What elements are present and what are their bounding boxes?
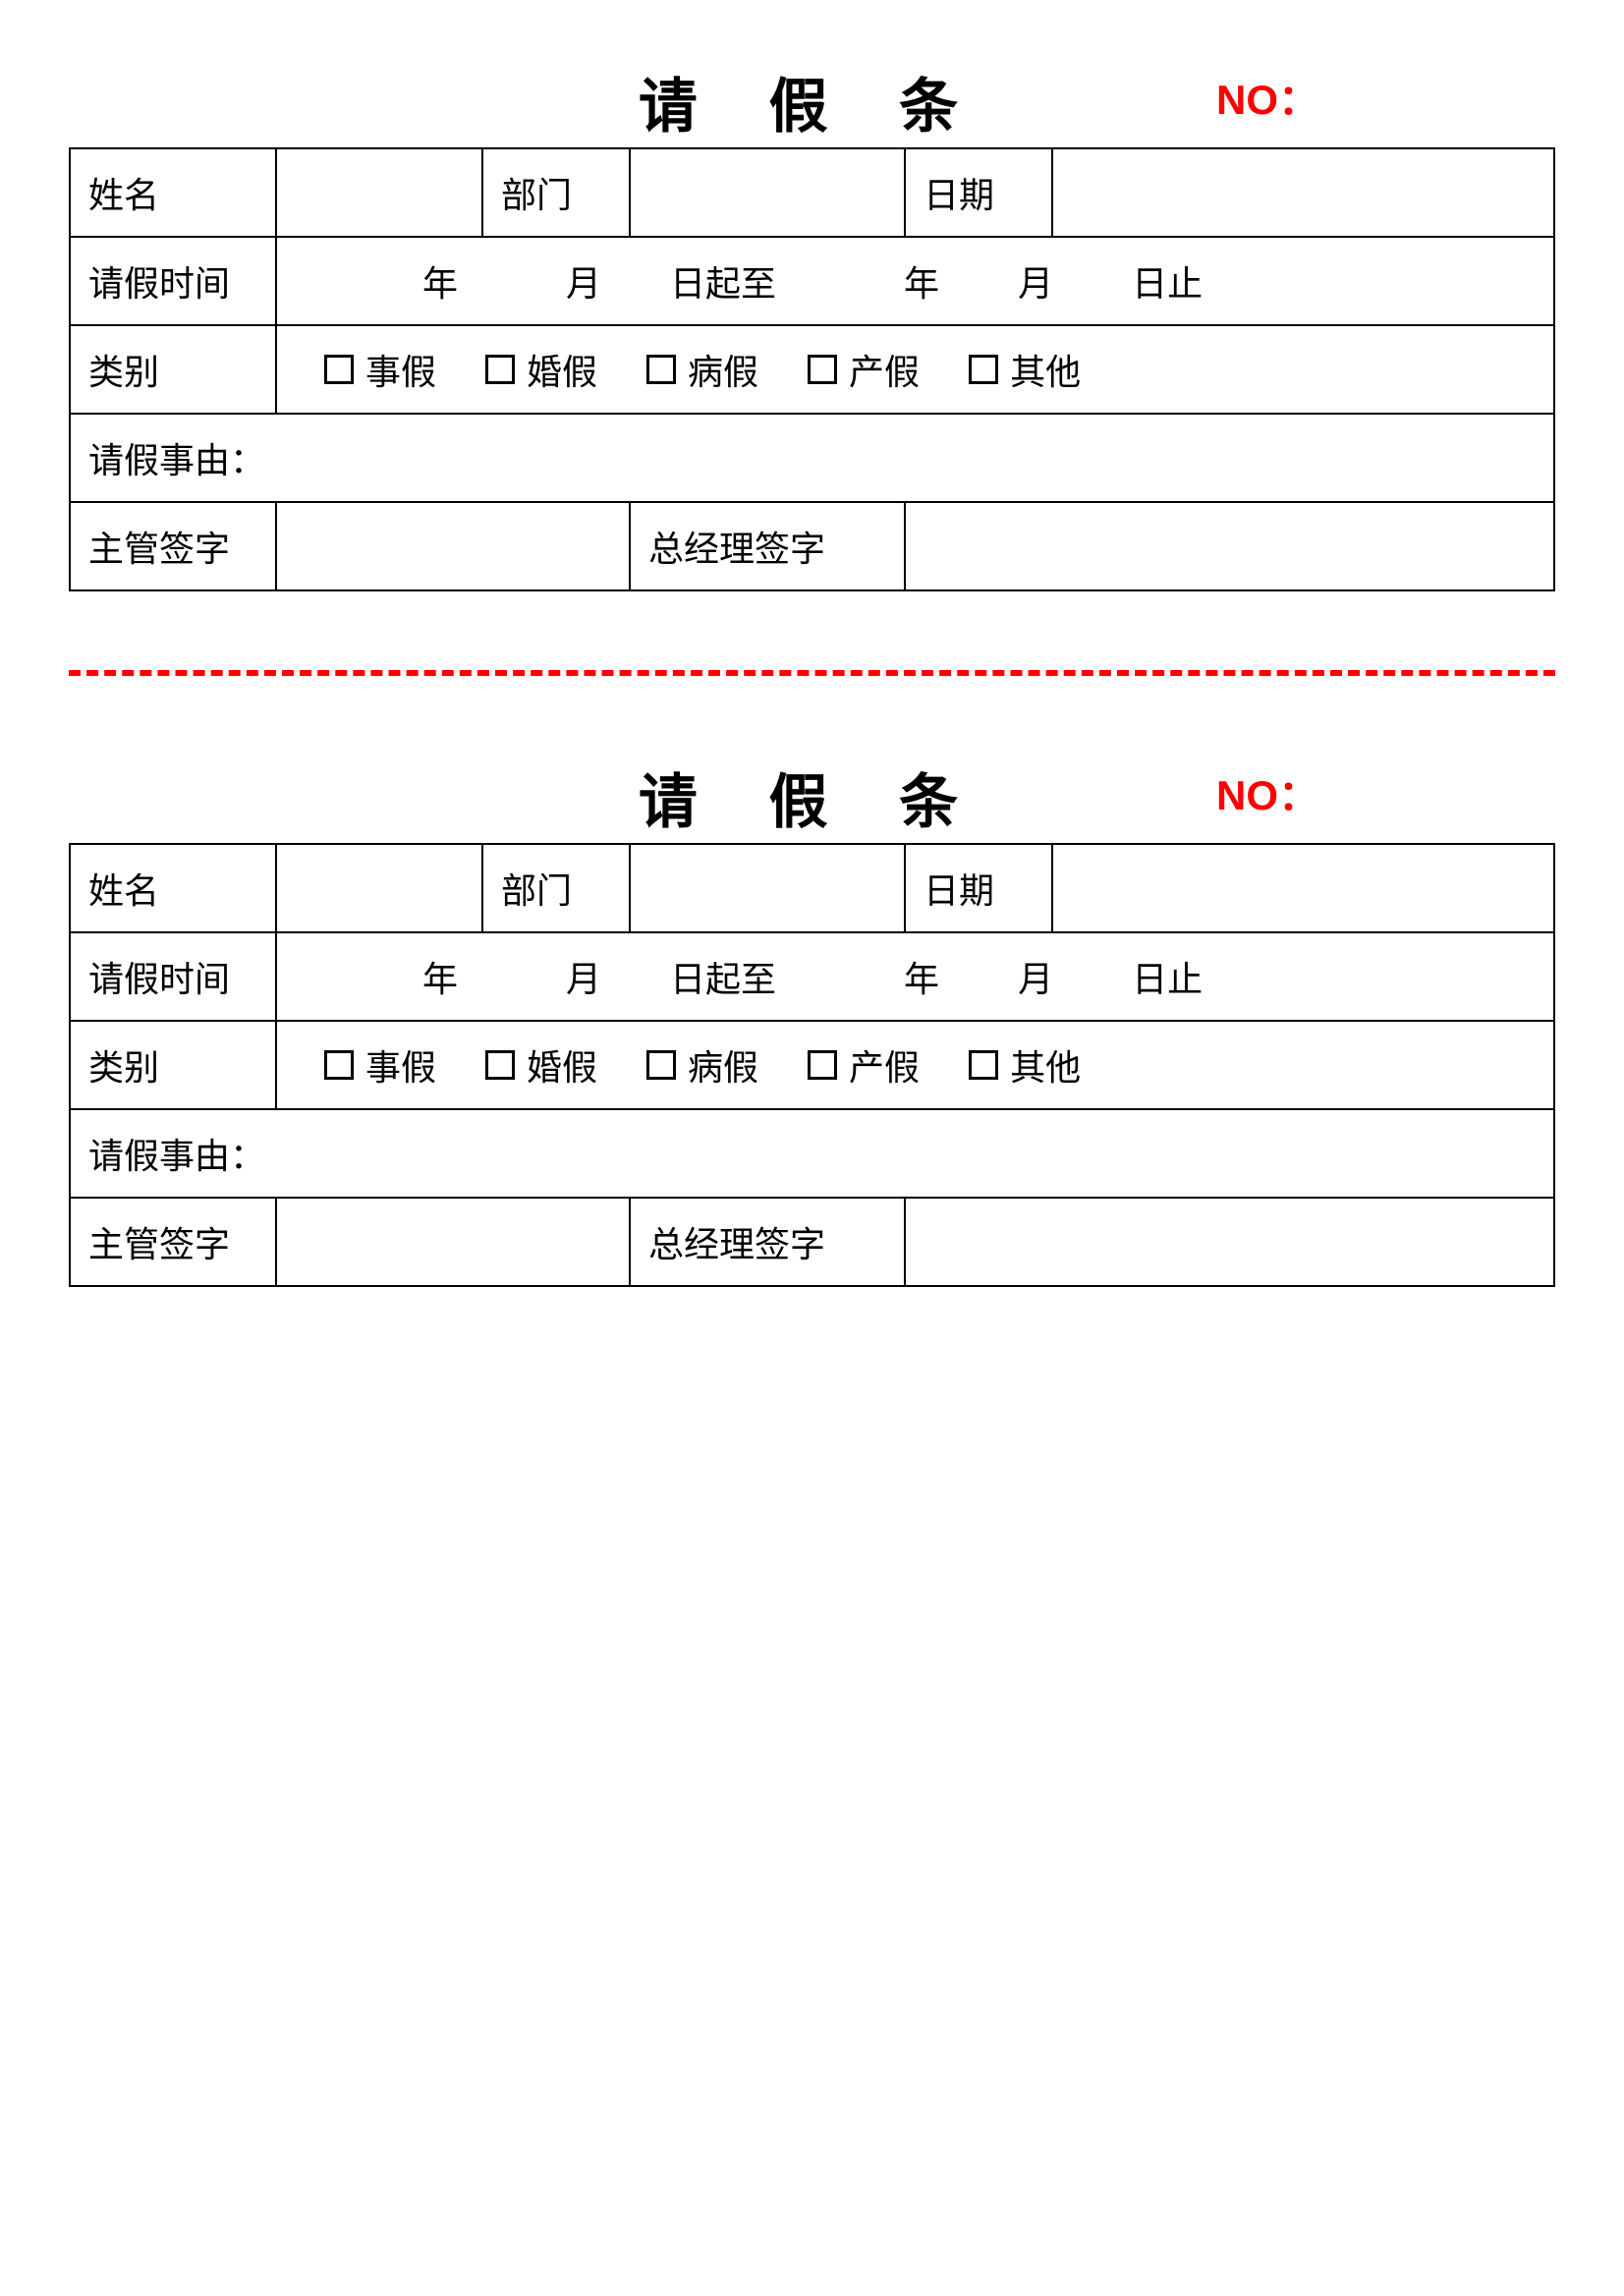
period-year2: 年: [904, 951, 939, 1002]
form-table: 姓名 部门 日期 请假时间 年 月 日起至: [69, 147, 1555, 591]
label-supervisor: 主管签字: [70, 1198, 276, 1286]
cat-option-3[interactable]: 产假: [808, 1039, 920, 1091]
checkbox-icon: [324, 1050, 354, 1080]
checkbox-icon: [808, 1050, 837, 1080]
label-date: 日期: [905, 148, 1052, 237]
checkbox-icon: [646, 355, 676, 384]
field-category: 事假 婚假 病假 产假 其他: [276, 1021, 1554, 1109]
no-label: NO：: [1216, 762, 1319, 822]
label-period: 请假时间: [70, 932, 276, 1021]
field-reason[interactable]: 请假事由：: [70, 414, 1554, 502]
period-month2: 月: [1018, 951, 1053, 1002]
cat-option-4[interactable]: 其他: [969, 1039, 1081, 1091]
leave-form-1: 请 假 条 NO： 姓名 部门 日期 请假时间 年: [69, 59, 1555, 591]
field-supervisor[interactable]: [276, 1198, 630, 1286]
cat-option-1[interactable]: 婚假: [485, 344, 597, 395]
cat-option-2[interactable]: 病假: [646, 344, 758, 395]
label-dept: 部门: [482, 844, 630, 932]
period-dayto: 日止: [1132, 255, 1203, 307]
form-title: 请 假 条: [639, 755, 985, 840]
label-dept: 部门: [482, 148, 630, 237]
label-gm: 总经理签字: [630, 502, 905, 590]
checkbox-icon: [485, 1050, 515, 1080]
period-month2: 月: [1018, 255, 1053, 307]
period-month1: 月: [566, 951, 601, 1002]
title-row: 请 假 条 NO：: [69, 755, 1555, 823]
field-category: 事假 婚假 病假 产假 其他: [276, 325, 1554, 414]
period-year1: 年: [422, 255, 458, 307]
label-reason: 请假事由：: [88, 1136, 265, 1176]
cat-option-1[interactable]: 婚假: [485, 1039, 597, 1091]
field-period[interactable]: 年 月 日起至 年 月 日止: [276, 237, 1554, 325]
cat-option-0[interactable]: 事假: [324, 1039, 436, 1091]
cat-option-3[interactable]: 产假: [808, 344, 920, 395]
perforation-divider: [69, 670, 1555, 676]
field-name[interactable]: [276, 844, 482, 932]
checkbox-icon: [969, 1050, 998, 1080]
field-gm[interactable]: [905, 1198, 1554, 1286]
no-label: NO：: [1216, 67, 1319, 127]
field-reason[interactable]: 请假事由：: [70, 1109, 1554, 1198]
cat-option-0[interactable]: 事假: [324, 344, 436, 395]
field-name[interactable]: [276, 148, 482, 237]
label-category: 类别: [70, 1021, 276, 1109]
form-table: 姓名 部门 日期 请假时间 年 月 日起至: [69, 843, 1555, 1287]
field-period[interactable]: 年 月 日起至 年 月 日止: [276, 932, 1554, 1021]
cat-option-2[interactable]: 病假: [646, 1039, 758, 1091]
label-name: 姓名: [70, 844, 276, 932]
label-gm: 总经理签字: [630, 1198, 905, 1286]
cat-option-4[interactable]: 其他: [969, 344, 1081, 395]
checkbox-icon: [485, 355, 515, 384]
label-period: 请假时间: [70, 237, 276, 325]
period-dayfrom: 日起至: [670, 951, 776, 1002]
checkbox-icon: [808, 355, 837, 384]
label-category: 类别: [70, 325, 276, 414]
period-month1: 月: [566, 255, 601, 307]
field-date[interactable]: [1052, 844, 1554, 932]
field-date[interactable]: [1052, 148, 1554, 237]
period-year1: 年: [422, 951, 458, 1002]
field-supervisor[interactable]: [276, 502, 630, 590]
label-name: 姓名: [70, 148, 276, 237]
form-title: 请 假 条: [639, 59, 985, 144]
period-year2: 年: [904, 255, 939, 307]
period-dayto: 日止: [1132, 951, 1203, 1002]
title-row: 请 假 条 NO：: [69, 59, 1555, 128]
label-supervisor: 主管签字: [70, 502, 276, 590]
leave-form-2: 请 假 条 NO： 姓名 部门 日期 请假时间 年: [69, 755, 1555, 1287]
label-reason: 请假事由：: [88, 440, 265, 480]
label-date: 日期: [905, 844, 1052, 932]
checkbox-icon: [969, 355, 998, 384]
checkbox-icon: [324, 355, 354, 384]
field-gm[interactable]: [905, 502, 1554, 590]
field-dept[interactable]: [630, 844, 905, 932]
checkbox-icon: [646, 1050, 676, 1080]
period-dayfrom: 日起至: [670, 255, 776, 307]
field-dept[interactable]: [630, 148, 905, 237]
